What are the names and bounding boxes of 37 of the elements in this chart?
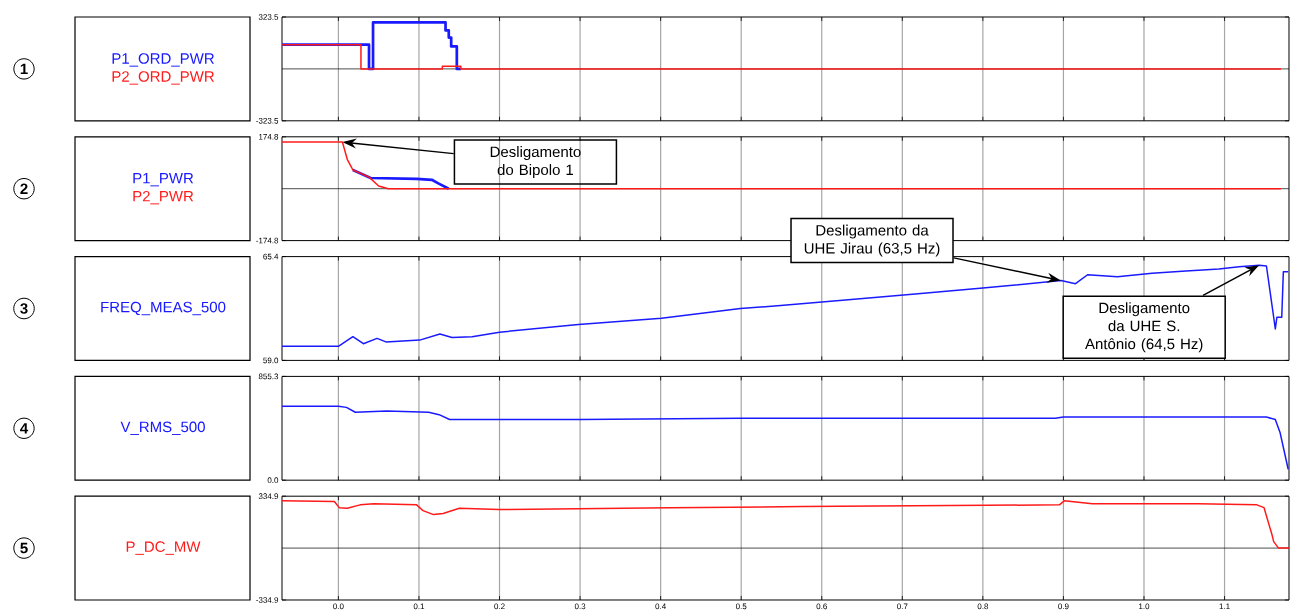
x-tick-label: 0.6: [816, 603, 827, 610]
x-tick-label: 0.5: [735, 603, 747, 610]
text: 4: [20, 423, 29, 434]
text: 3: [20, 303, 28, 314]
y-tick-label: 855.3: [258, 373, 279, 380]
annotation: Desligamento da UHE Jirau (63,5 Hz): [804, 224, 940, 257]
x-tick-label: 0.1: [413, 603, 425, 610]
x-tick-label: 0.2: [494, 603, 505, 610]
y-tick-label: -334.9: [256, 597, 279, 603]
y-tick-label: 334.9: [258, 493, 279, 500]
text: 5: [20, 542, 28, 554]
x-tick-label: 0.8: [977, 603, 989, 610]
x-tick-label: 0.0: [333, 603, 344, 610]
annotation: Desligamento da UHE S. Antônio (64,5 Hz): [1085, 302, 1203, 353]
y-tick-label: 59.0: [263, 357, 279, 364]
text: 1: [20, 63, 28, 75]
y-tick-label: -174.8: [256, 237, 279, 244]
x-tick-label: 1.1: [1219, 603, 1230, 610]
y-tick-label: 323.5: [258, 14, 279, 20]
text: FREQ_MEAS_500: [101, 301, 226, 316]
text: 2: [20, 183, 28, 194]
x-tick-label: 1.0: [1139, 603, 1150, 610]
text: P2_PWR: [133, 190, 194, 205]
x-tick-label: 0.7: [897, 603, 908, 610]
y-tick-label: 174.8: [259, 133, 279, 140]
text: P1_ORD_PWR: [112, 53, 214, 67]
y-tick-label: -323.5: [256, 117, 279, 124]
x-tick-label: 0.4: [655, 603, 666, 610]
x-tick-label: 0.9: [1058, 603, 1069, 610]
text: P1_PWR: [133, 173, 194, 187]
text: V_RMS_500: [120, 421, 205, 436]
y-tick-label: 65.4: [263, 253, 279, 260]
y-tick-label: 0.0: [267, 477, 279, 484]
text: P2_ORD_PWR: [112, 71, 214, 85]
annotation: Desligamento do Bipolo 1: [490, 146, 581, 179]
text: P_DC_MW: [126, 541, 201, 555]
x-tick-label: 0.3: [574, 603, 586, 610]
